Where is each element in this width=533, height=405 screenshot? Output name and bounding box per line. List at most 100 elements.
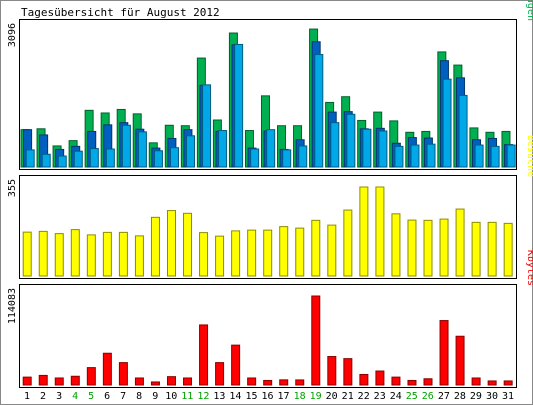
bar-kbytes-day-29 — [471, 377, 481, 386]
series-besuche — [22, 186, 513, 277]
bar-seiten-day-16 — [266, 129, 276, 168]
bar-besuche-day-13 — [215, 235, 225, 277]
bar-seiten-day-9 — [153, 150, 163, 168]
bar-kbytes-day-6 — [102, 352, 112, 386]
bar-seiten-day-17 — [282, 149, 292, 168]
bar-kbytes-day-15 — [247, 377, 257, 386]
legend: Seiten/Dateien/Anfragen — [525, 0, 533, 21]
bar-besuche-day-1 — [22, 231, 32, 277]
bar-besuche-day-27 — [439, 218, 449, 277]
x-tick-day-2: 2 — [40, 391, 46, 402]
bar-seiten-day-31 — [506, 144, 516, 168]
bar-kbytes-day-14 — [231, 344, 241, 386]
bar-kbytes-day-13 — [215, 362, 225, 386]
x-tick-day-5: 5 — [88, 391, 94, 402]
bar-besuche-day-4 — [70, 229, 80, 277]
legend-entry: Kbytes — [525, 250, 533, 286]
x-tick-day-21: 21 — [342, 391, 354, 402]
x-tick-day-27: 27 — [438, 391, 450, 402]
x-tick-day-29: 29 — [470, 391, 482, 402]
bar-seiten-day-15 — [250, 148, 260, 168]
bar-besuche-day-25 — [407, 219, 417, 277]
x-tick-day-26: 26 — [422, 391, 434, 402]
x-axis-day-labels: 1 2 3 4 5 6 7 8 9 10 11 12 13 14 15 16 17 18 19 20 21 22 23 24 2… — [24, 391, 514, 402]
bar-kbytes-day-12 — [199, 324, 209, 386]
y-max-label: 3096 — [7, 23, 18, 47]
legend-entry: Anfragen — [525, 0, 533, 21]
bar-kbytes-day-26 — [423, 378, 433, 386]
x-tick-day-13: 13 — [213, 391, 225, 402]
x-tick-day-22: 22 — [358, 391, 370, 402]
bar-besuche-day-26 — [423, 219, 433, 277]
x-tick-day-3: 3 — [56, 391, 62, 402]
bar-kbytes-day-21 — [343, 358, 353, 386]
bar-kbytes-day-7 — [118, 362, 128, 386]
bar-besuche-day-5 — [86, 234, 96, 277]
bar-seiten-day-12 — [202, 84, 212, 168]
bar-seiten-day-10 — [169, 147, 179, 168]
bar-besuche-day-15 — [247, 229, 257, 277]
bar-kbytes-day-27 — [439, 320, 449, 386]
series-kbytes — [22, 295, 513, 386]
x-tick-day-11: 11 — [181, 391, 193, 402]
x-tick-day-8: 8 — [136, 391, 142, 402]
x-tick-day-19: 19 — [310, 391, 322, 402]
bar-besuche-day-29 — [471, 221, 481, 277]
bar-kbytes-day-17 — [279, 379, 289, 386]
bar-kbytes-day-5 — [86, 367, 96, 386]
bar-seiten-day-26 — [426, 143, 436, 168]
bar-besuche-day-11 — [183, 212, 193, 277]
panel-3: 114083 Kbytes — [7, 250, 533, 388]
bar-kbytes-day-1 — [22, 376, 32, 386]
x-tick-day-24: 24 — [390, 391, 402, 402]
bar-seiten-day-28 — [458, 94, 468, 168]
bar-kbytes-day-24 — [391, 376, 401, 386]
x-tick-day-10: 10 — [165, 391, 177, 402]
bar-besuche-day-21 — [343, 209, 353, 277]
bar-seiten-day-24 — [394, 145, 404, 168]
bar-kbytes-day-20 — [327, 356, 337, 386]
x-tick-day-17: 17 — [277, 391, 289, 402]
bar-kbytes-day-3 — [54, 377, 64, 386]
bar-seiten-day-2 — [41, 153, 51, 168]
bar-kbytes-day-19 — [311, 295, 321, 386]
bar-seiten-day-3 — [57, 155, 67, 168]
bar-kbytes-day-2 — [38, 374, 48, 386]
bar-besuche-day-6 — [102, 231, 112, 277]
bar-besuche-day-22 — [359, 186, 369, 277]
panel-2: 355 Besuche — [7, 135, 533, 279]
bar-seiten-day-27 — [442, 78, 452, 168]
x-tick-day-6: 6 — [104, 391, 110, 402]
legend: Kbytes — [525, 250, 533, 286]
panel-1: 3096 Seiten/Dateien/Anfragen — [7, 0, 533, 170]
bar-besuche-day-31 — [503, 222, 513, 277]
x-tick-day-16: 16 — [261, 391, 273, 402]
bar-seiten-day-21 — [346, 113, 356, 168]
x-tick-day-23: 23 — [374, 391, 386, 402]
bar-besuche-day-17 — [279, 226, 289, 277]
bar-seiten-day-22 — [362, 128, 372, 168]
bar-besuche-day-23 — [375, 186, 385, 277]
bar-besuche-day-24 — [391, 213, 401, 277]
bar-seiten-day-23 — [378, 130, 388, 168]
bar-besuche-day-8 — [134, 235, 144, 277]
bar-kbytes-day-22 — [359, 373, 369, 386]
series-seiten — [25, 43, 516, 168]
bar-kbytes-day-31 — [503, 380, 513, 386]
x-tick-day-7: 7 — [120, 391, 126, 402]
bar-besuche-day-10 — [166, 210, 176, 277]
bar-kbytes-day-9 — [150, 381, 160, 386]
x-tick-day-28: 28 — [454, 391, 466, 402]
y-max-label: 114083 — [7, 288, 18, 324]
bar-seiten-day-25 — [410, 144, 420, 168]
x-tick-day-30: 30 — [486, 391, 498, 402]
bar-besuche-day-14 — [231, 230, 241, 277]
bar-seiten-day-13 — [218, 130, 228, 168]
legend-entry: Besuche — [525, 135, 533, 177]
bar-seiten-day-30 — [490, 145, 500, 168]
x-tick-day-4: 4 — [72, 391, 78, 402]
x-tick-day-14: 14 — [229, 391, 241, 402]
bar-besuche-day-9 — [150, 216, 160, 277]
bar-besuche-day-7 — [118, 231, 128, 277]
legend: Besuche — [525, 135, 533, 177]
